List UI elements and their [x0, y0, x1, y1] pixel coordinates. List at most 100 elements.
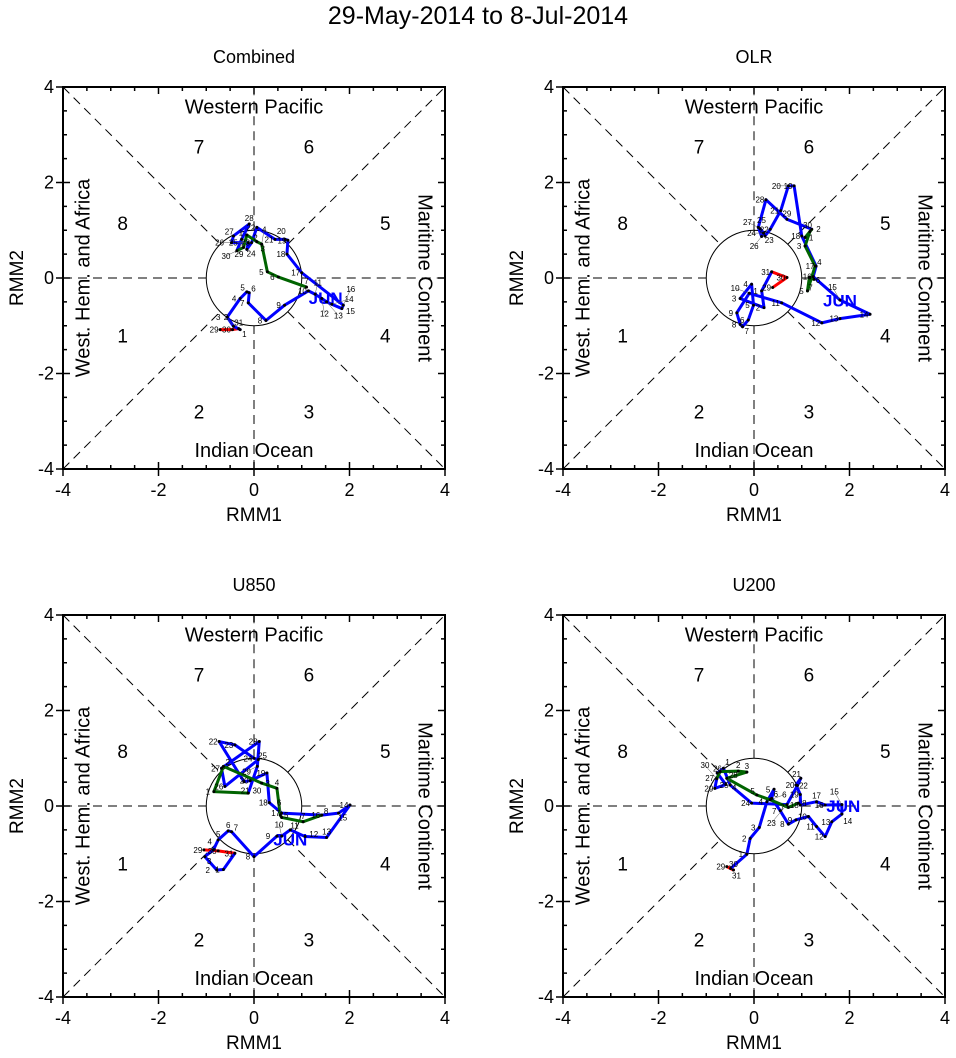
- day-label: 3: [261, 245, 266, 254]
- region-label-bottom: Indian Ocean: [695, 440, 814, 462]
- phase-number: 7: [694, 666, 705, 687]
- day-label: 26: [750, 242, 759, 251]
- day-marker: [813, 264, 817, 268]
- day-marker: [785, 217, 789, 221]
- day-marker: [212, 790, 216, 794]
- day-marker: [225, 315, 229, 319]
- day-marker: [750, 801, 754, 805]
- region-label-top: Western Pacific: [185, 624, 324, 646]
- day-label: 2: [756, 304, 761, 313]
- y-tick-label: -4: [38, 987, 54, 1007]
- day-label: 12: [320, 309, 329, 318]
- day-marker: [223, 784, 227, 788]
- day-label: 28: [729, 771, 738, 780]
- day-marker: [715, 777, 719, 781]
- day-marker: [778, 809, 782, 813]
- day-label-leader: [771, 804, 788, 824]
- day-marker: [840, 812, 844, 816]
- day-marker: [306, 289, 310, 293]
- day-marker: [320, 297, 324, 301]
- day-marker: [729, 867, 733, 871]
- day-marker: [245, 233, 249, 237]
- day-marker: [202, 848, 206, 852]
- day-label: 2: [816, 225, 821, 234]
- day-label: 6: [740, 316, 745, 325]
- phase-number: 1: [617, 854, 628, 875]
- day-marker: [233, 743, 237, 747]
- day-marker: [247, 222, 251, 226]
- day-marker: [313, 292, 317, 296]
- day-label: 31: [732, 871, 741, 880]
- day-label: 19: [790, 791, 799, 800]
- x-tick-label: -2: [650, 1008, 666, 1028]
- y-tick-label: -2: [538, 364, 554, 384]
- day-label: 3: [216, 313, 221, 322]
- day-marker: [275, 834, 279, 838]
- unit-circle: [205, 229, 303, 327]
- phase-number: 5: [380, 214, 391, 235]
- x-tick-label: 2: [844, 480, 854, 500]
- day-marker: [808, 230, 812, 234]
- day-label: 7: [301, 812, 306, 821]
- x-tick-label: 0: [749, 1008, 759, 1028]
- day-marker: [785, 276, 789, 280]
- day-label: 20: [772, 182, 781, 191]
- day-label: 3: [207, 857, 212, 866]
- day-marker: [796, 801, 800, 805]
- month-label: JUN: [273, 830, 307, 849]
- day-label: 4: [759, 798, 764, 807]
- day-label: 8: [324, 807, 329, 816]
- day-label-leader: [726, 778, 735, 788]
- day-marker: [741, 325, 745, 329]
- day-marker: [823, 803, 827, 807]
- day-marker: [815, 825, 819, 829]
- x-tick-label: 0: [249, 1008, 259, 1028]
- phase-boundary-line: [287, 839, 446, 998]
- day-marker: [230, 241, 234, 245]
- day-label: 4: [262, 225, 267, 234]
- day-marker: [301, 820, 305, 824]
- day-marker: [217, 740, 221, 744]
- phase-number: 2: [194, 931, 205, 952]
- y-axis-label: RMM2: [7, 778, 28, 834]
- day-label: 18: [791, 232, 800, 241]
- day-marker: [805, 289, 809, 293]
- phase-number: 4: [380, 326, 391, 347]
- day-marker: [260, 242, 264, 246]
- day-label: 29: [210, 326, 219, 335]
- day-label: 20: [786, 781, 795, 790]
- day-marker: [785, 803, 789, 807]
- day-marker: [736, 769, 740, 773]
- day-marker: [762, 306, 766, 310]
- day-label: 2: [253, 234, 258, 243]
- day-marker: [745, 770, 749, 774]
- day-label-leader: [321, 298, 325, 314]
- day-marker: [768, 227, 772, 231]
- y-tick-label: 0: [544, 268, 554, 288]
- day-marker: [838, 317, 842, 321]
- day-label-leader: [246, 766, 258, 772]
- region-label-right: Maritime Continent: [414, 722, 436, 890]
- phase-number: 3: [304, 403, 315, 424]
- x-axis-label: RMM1: [226, 505, 282, 526]
- day-label: 1: [739, 850, 744, 859]
- day-label-leader: [753, 236, 762, 246]
- day-label: 29: [762, 284, 771, 293]
- day-label: 12: [815, 833, 824, 842]
- day-marker: [330, 302, 334, 306]
- day-label: 13: [334, 311, 343, 320]
- day-label-leader: [278, 824, 282, 837]
- y-tick-label: 0: [44, 268, 54, 288]
- day-marker: [811, 275, 815, 279]
- day-marker: [762, 231, 766, 235]
- day-marker: [868, 312, 872, 316]
- phase-number: 4: [880, 854, 891, 875]
- phase-number: 3: [304, 931, 315, 952]
- day-marker: [779, 209, 783, 213]
- phase-number: 2: [194, 403, 205, 424]
- day-marker: [305, 285, 309, 289]
- phase-number: 1: [617, 326, 628, 347]
- day-marker: [288, 828, 292, 832]
- day-label-leader: [704, 765, 717, 779]
